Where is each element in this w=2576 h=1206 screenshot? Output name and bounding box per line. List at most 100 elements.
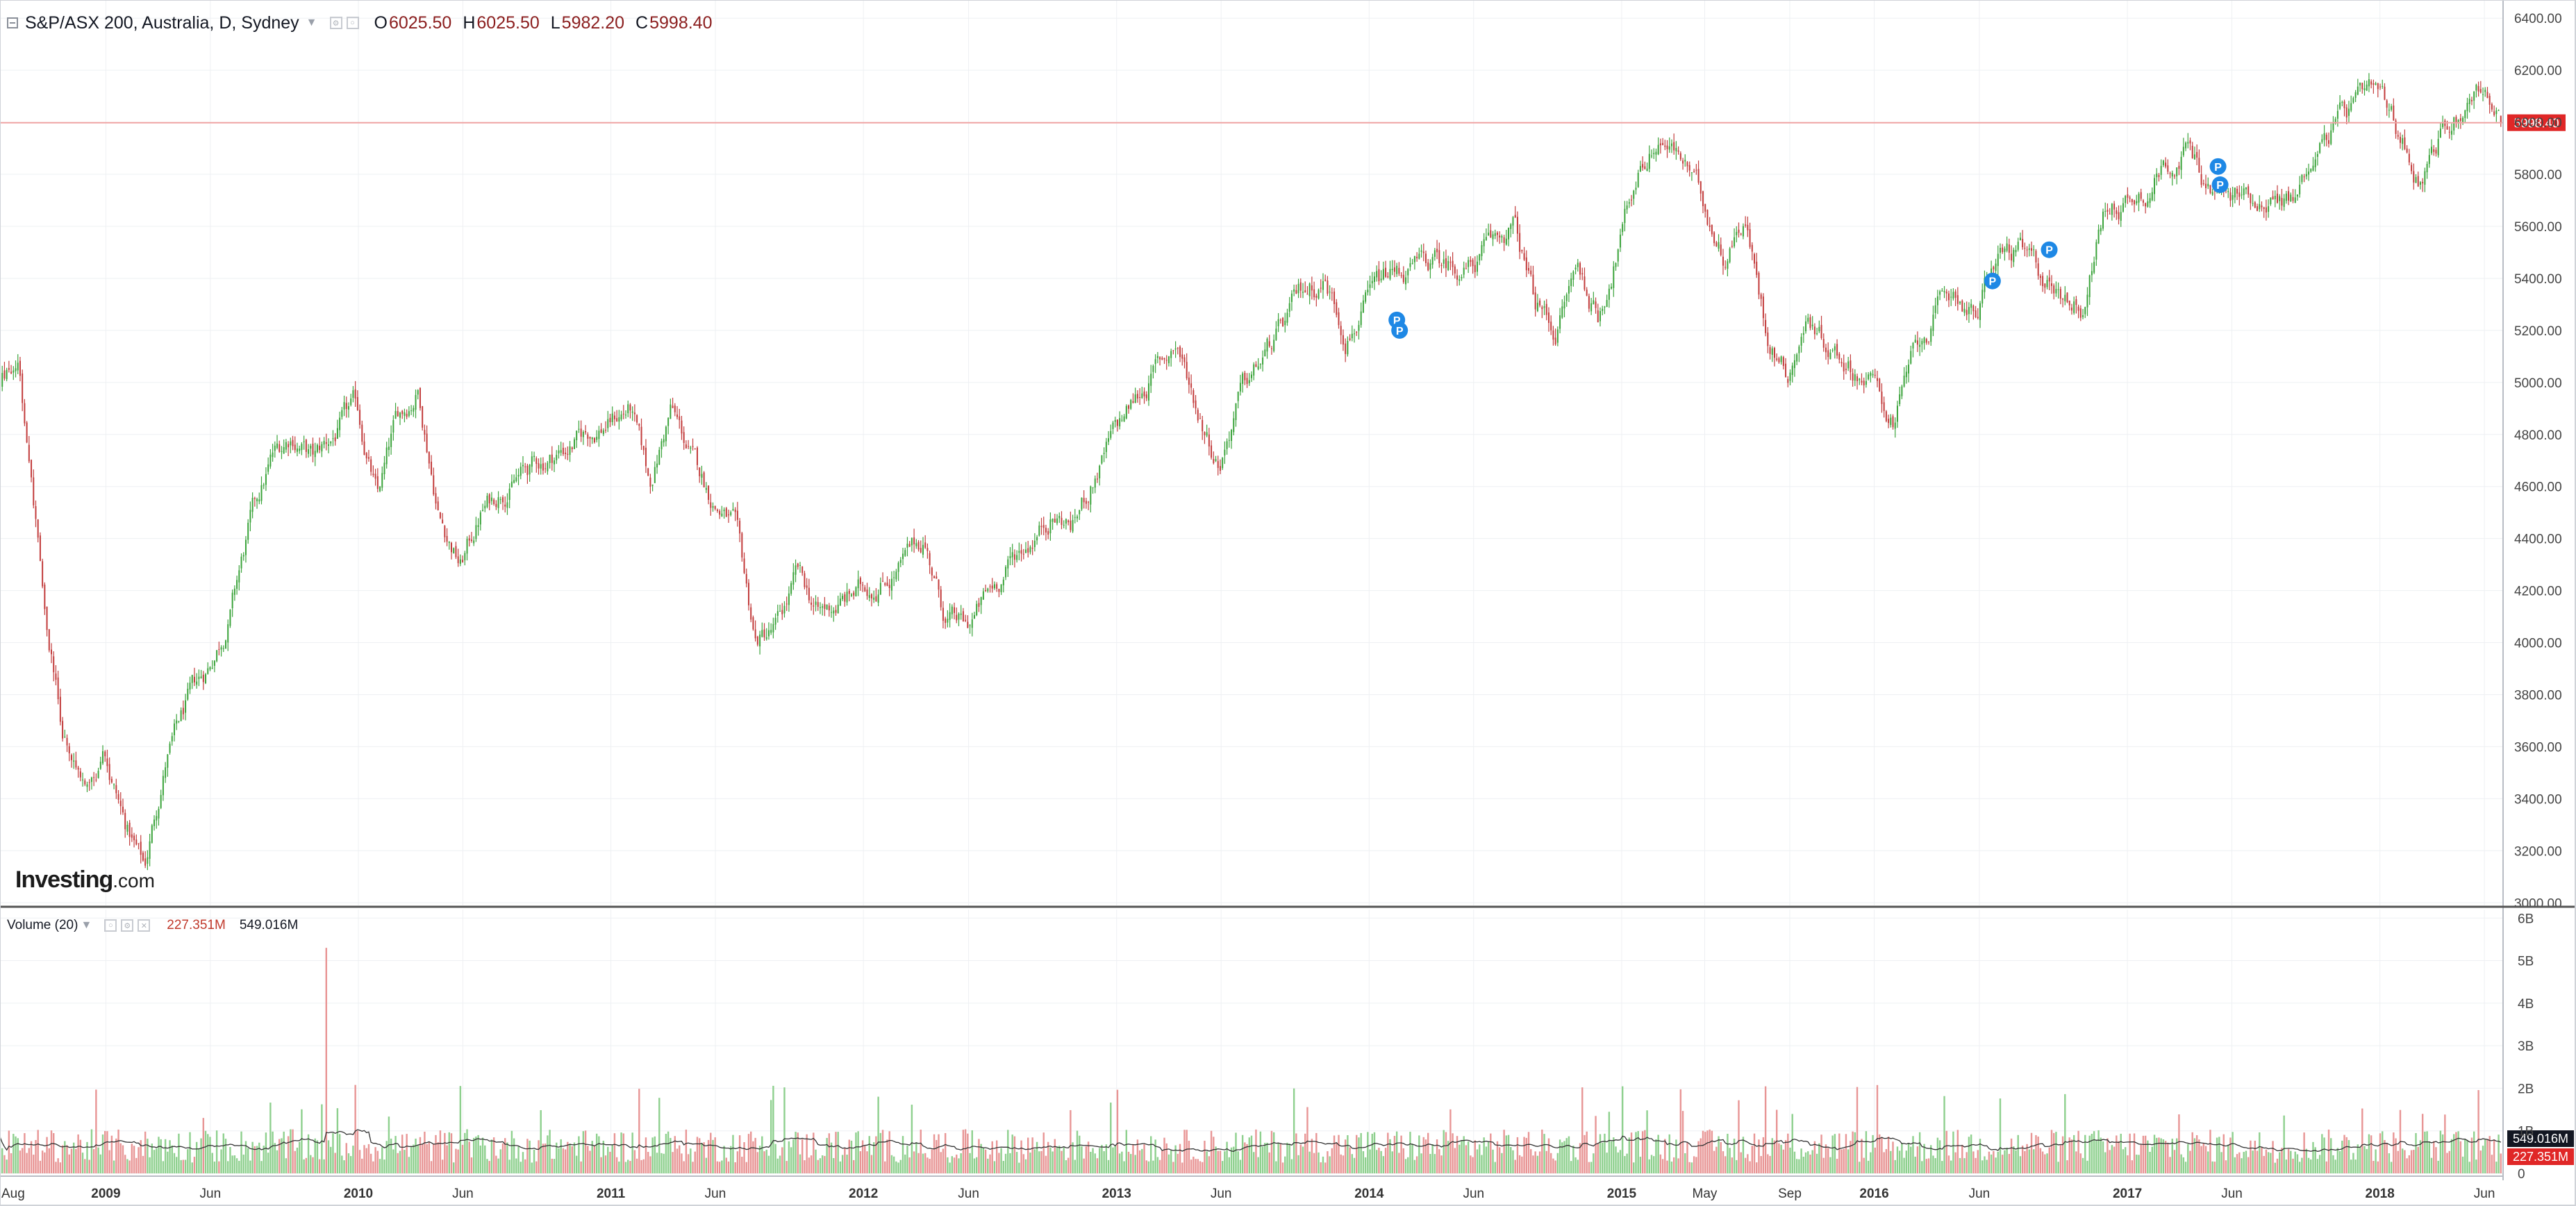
event-marker[interactable]	[2211, 176, 2229, 194]
volume-bar	[1503, 1130, 1505, 1173]
candle-body	[658, 449, 660, 465]
candle-body	[1796, 354, 1798, 362]
event-marker[interactable]	[1984, 272, 2001, 290]
candle-body	[1452, 260, 1454, 267]
volume-bar	[913, 1151, 915, 1173]
volume-bar	[44, 1152, 46, 1173]
volume-bar	[1670, 1162, 1673, 1173]
settings-icon[interactable]: ⚙	[121, 919, 134, 932]
volume-bar	[1630, 1132, 1633, 1173]
volume-bar	[72, 1142, 75, 1173]
volume-bar	[1407, 1157, 1409, 1173]
volume-bar	[558, 1148, 560, 1173]
candle-body	[1595, 301, 1597, 308]
candle-body	[1736, 232, 1738, 235]
candle-body	[2068, 300, 2070, 305]
volume-bar	[1615, 1146, 1617, 1173]
volume-bar	[1501, 1153, 1503, 1173]
event-marker[interactable]	[2041, 241, 2058, 258]
symbol-title[interactable]: S&P/ASX 200, Australia, D, Sydney	[25, 12, 299, 33]
volume-bar	[2404, 1150, 2406, 1173]
volume-bar	[204, 1130, 207, 1173]
volume-bar	[1628, 1137, 1631, 1173]
candle-body	[598, 430, 600, 439]
time-tick-label: 2017	[2113, 1187, 2142, 1201]
volume-bar	[401, 1134, 404, 1173]
volume-bar	[140, 1140, 142, 1173]
volume-ma-line	[0, 1129, 2502, 1152]
chevron-down-icon[interactable]: ▼	[81, 919, 92, 931]
volume-bar	[676, 1148, 679, 1173]
volume-bar	[1360, 1132, 1362, 1173]
volume-bar	[437, 1142, 439, 1173]
candle-body	[385, 447, 388, 464]
volume-bar	[714, 1137, 716, 1173]
volume-bar	[1635, 1132, 1637, 1173]
volume-bar	[604, 1155, 607, 1173]
volume-bar	[1015, 1152, 1018, 1173]
candle-body	[551, 454, 553, 463]
candle-body	[1613, 266, 1615, 288]
volume-bar	[1720, 1141, 1722, 1173]
candle-body	[1932, 315, 1934, 331]
chevron-down-icon[interactable]: ▼	[306, 17, 317, 28]
volume-bar	[169, 1140, 171, 1173]
candle-body	[2466, 103, 2468, 112]
candle-body	[2257, 206, 2259, 211]
volume-bar	[1465, 1145, 1468, 1173]
candle-body	[367, 457, 369, 459]
candle-body	[258, 499, 260, 502]
volume-tick-label: 6B	[2518, 912, 2534, 926]
candle-body	[1787, 378, 1789, 383]
candle-body	[2207, 183, 2209, 187]
hide-icon[interactable]: ○	[346, 17, 359, 29]
candle-body	[571, 447, 573, 449]
candle-body	[866, 589, 868, 596]
volume-bar	[30, 1141, 33, 1173]
volume-bar	[1972, 1151, 1975, 1173]
candle-body	[1130, 400, 1132, 409]
volume-bar	[1259, 1131, 1262, 1173]
volume-bar	[524, 1159, 526, 1173]
candle-body	[1295, 290, 1297, 294]
candle-body	[57, 677, 59, 700]
candle-body	[488, 494, 490, 503]
volume-indicator-label[interactable]: Volume (20)	[7, 918, 78, 932]
candle-body	[611, 413, 613, 422]
settings-icon[interactable]: ⚙	[329, 17, 342, 29]
volume-bar	[936, 1139, 938, 1173]
collapse-icon[interactable]	[7, 17, 18, 28]
visibility-icon[interactable]: ○	[104, 919, 117, 932]
volume-bar	[1373, 1132, 1376, 1173]
candle-body	[1865, 380, 1867, 385]
event-marker[interactable]	[1391, 321, 1409, 339]
volume-bar	[258, 1142, 260, 1173]
volume-bar	[1036, 1141, 1038, 1173]
candle-body	[667, 417, 670, 426]
volume-bar	[929, 1159, 931, 1173]
volume-bar	[298, 1141, 301, 1173]
candle-body	[522, 464, 524, 467]
volume-bar	[17, 1138, 19, 1173]
candle-body	[1547, 312, 1549, 324]
candle-body	[2064, 294, 2066, 301]
candle-body	[2259, 203, 2261, 210]
volume-bar	[1286, 1142, 1288, 1173]
event-marker[interactable]	[2209, 158, 2227, 175]
volume-bar	[2321, 1134, 2323, 1173]
candle-body	[609, 417, 611, 423]
volume-bar	[964, 1129, 967, 1173]
candle-body	[2265, 207, 2267, 212]
candle-body	[2272, 196, 2274, 200]
volume-bar	[2493, 1139, 2495, 1173]
candle-body	[2426, 164, 2428, 173]
candle-body	[1713, 232, 1715, 244]
candle-body	[582, 431, 584, 437]
close-icon[interactable]: ✕	[138, 919, 151, 932]
candle-body	[929, 553, 931, 566]
candle-body	[1516, 217, 1518, 234]
volume-bar	[1852, 1131, 1854, 1173]
candle-body	[529, 464, 531, 475]
candle-body	[728, 514, 730, 516]
